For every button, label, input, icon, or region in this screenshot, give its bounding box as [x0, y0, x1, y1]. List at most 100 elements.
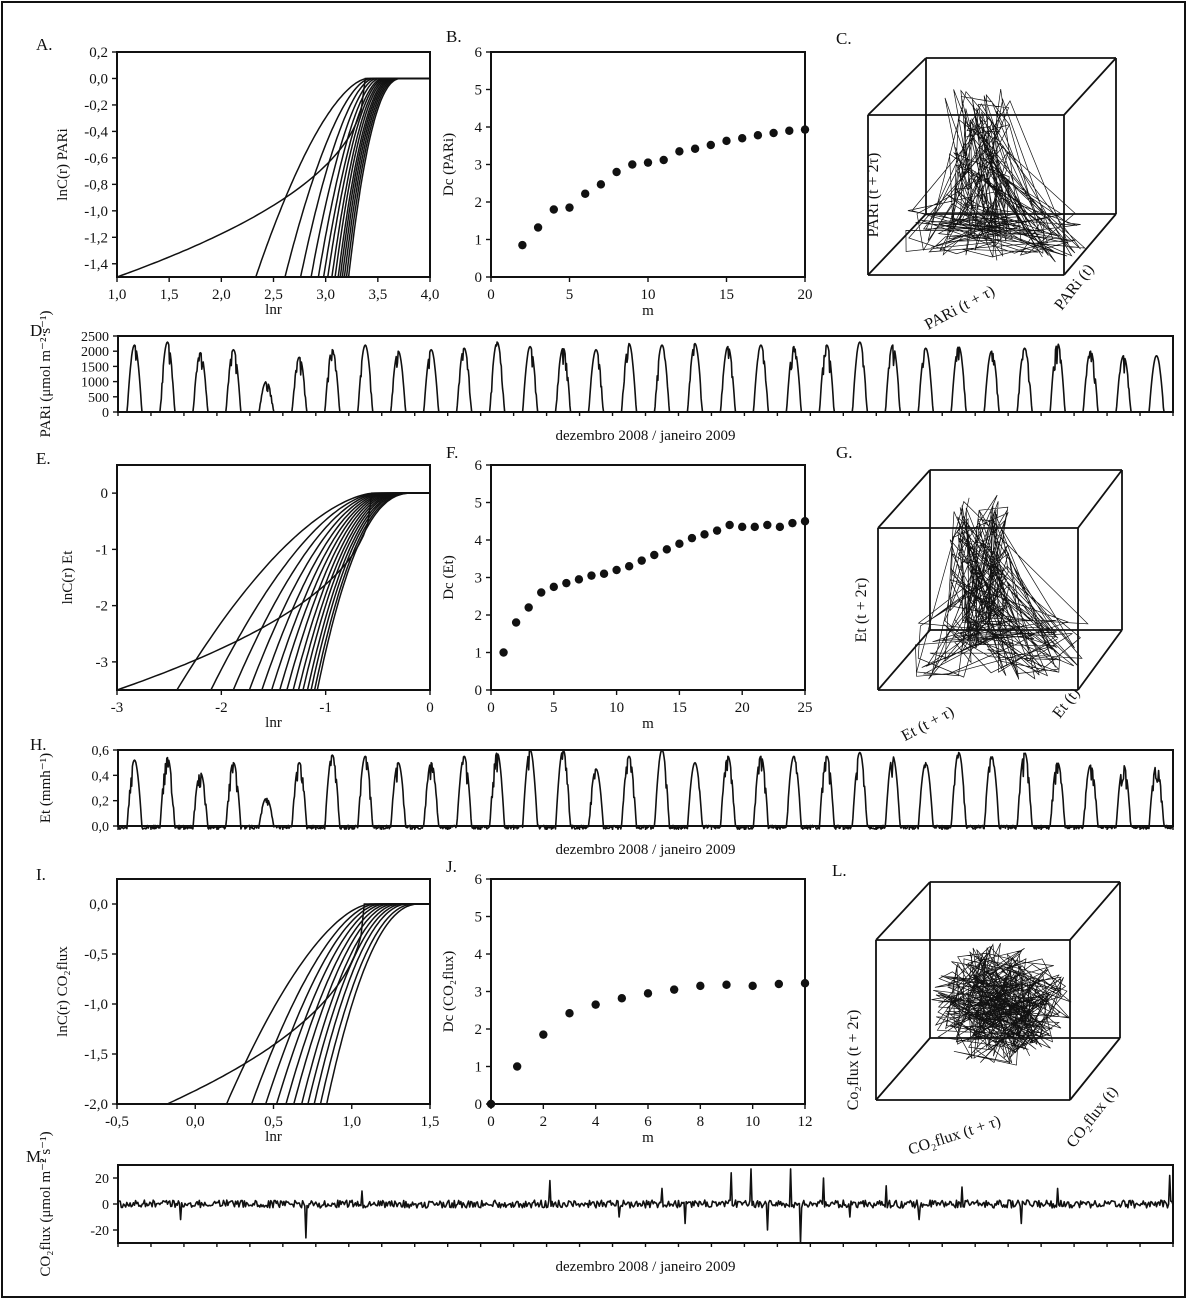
data-point — [591, 1000, 600, 1009]
panel-letter-a: A. — [36, 35, 53, 54]
correlation-curve-m12 — [339, 77, 430, 277]
cube-edge — [1069, 881, 1121, 941]
curves-i — [166, 903, 430, 1104]
curves-e — [117, 492, 430, 690]
panel-letter-g: G. — [836, 443, 853, 462]
x-tick-label: 10 — [641, 287, 656, 303]
x-tick-label: 6 — [644, 1114, 652, 1130]
y-tick-label: 2 — [475, 608, 483, 624]
correlation-curve-m4 — [264, 903, 430, 1104]
plot-frame — [117, 335, 1174, 413]
x-tick-label: 20 — [798, 287, 813, 303]
axis-label-t-plus-tau: Et (t + τ) — [899, 703, 957, 745]
y-tick-label: 0,2 — [92, 795, 110, 810]
data-point — [722, 980, 731, 989]
data-point — [750, 522, 759, 532]
correlation-curve-m3 — [250, 903, 430, 1104]
x-tick-label: 10 — [745, 1114, 760, 1130]
correlation-curve-m2 — [176, 492, 430, 690]
axis-label-t-plus-2tau: Co₂flux (t + 2τ) — [845, 1010, 862, 1111]
axis-label-t-plus-tau: PARi (t + τ) — [922, 283, 998, 334]
data-point — [533, 223, 543, 232]
correlation-curve-m9 — [307, 903, 430, 1104]
x-tick-label: 15 — [719, 287, 734, 303]
data-point — [549, 205, 558, 214]
data-point — [696, 981, 705, 991]
data-point — [788, 518, 797, 528]
y-tick-label: 2000 — [81, 345, 109, 360]
attractor-trajectory — [931, 942, 1072, 1066]
panel-letter-d: D. — [30, 321, 47, 340]
chart-a: 1,0 1,5 2,0 2,5 3,0 3,5 4,0 0,2 0,0 -0,2 -0,4 -0,6 -… — [55, 45, 439, 318]
y-tick-label: 1 — [475, 233, 483, 249]
data-point — [763, 520, 772, 530]
correlation-curve-m5 — [275, 903, 430, 1104]
y-tick-label: -0,5 — [84, 947, 108, 963]
y-tick-label: 0,0 — [89, 71, 108, 87]
plot-frame — [117, 749, 1174, 827]
data-point — [539, 1030, 548, 1039]
x-axis-title: lnr — [265, 302, 282, 318]
correlation-curve-m13 — [341, 77, 430, 277]
x-tick-label: 2 — [540, 1114, 548, 1130]
cube-edge-hidden — [877, 629, 931, 691]
y-tick-label: 0,6 — [92, 744, 110, 759]
correlation-curve-m3 — [284, 77, 430, 277]
y-tick-label: 6 — [475, 872, 483, 888]
y-tick-label: 5 — [475, 83, 483, 99]
data-point — [581, 189, 590, 198]
data-point — [512, 1062, 522, 1071]
correlation-curve-m10 — [313, 903, 430, 1104]
x-axis-title: dezembro 2008 / janeiro 2009 — [556, 1259, 736, 1275]
plot-frame — [490, 464, 806, 691]
x-tick-label: 0 — [487, 287, 495, 303]
time-series-line — [117, 341, 1174, 413]
correlation-curve-m8 — [279, 492, 430, 690]
x-tick-label: -2 — [215, 700, 228, 716]
correlation-curve-m6 — [261, 492, 430, 690]
plot-frame — [116, 464, 431, 691]
y-tick-label: 0,0 — [92, 820, 110, 835]
x-axis-title: dezembro 2008 / janeiro 2009 — [556, 842, 736, 858]
axis-label-t-plus-2tau: Et (t + 2τ) — [853, 578, 870, 643]
y-tick-label: 2 — [475, 1022, 483, 1038]
y-tick-label: 0,0 — [89, 897, 108, 913]
data-point — [738, 134, 747, 143]
plots-layer: 1,0 1,5 2,0 2,5 3,0 3,5 4,0 0,2 0,0 -0,2 -0,4 -0,6 -… — [38, 45, 1174, 1277]
chart-m: 20 0 -20 dezembro 2008 / janeiro 2009 CO₂flu… — [38, 1131, 1174, 1277]
correlation-curve-m14 — [310, 492, 430, 690]
correlation-curve-m8 — [327, 77, 430, 277]
y-tick-label: -1,0 — [84, 997, 108, 1013]
data-point — [562, 578, 571, 588]
x-tick-label: 1,0 — [108, 287, 127, 303]
y-axis-title: Dc (CO₂flux) — [441, 951, 457, 1032]
axis-label-t: CO₂flux (t) — [1063, 1083, 1121, 1151]
x-tick-label: 25 — [798, 700, 813, 716]
correlation-curve-m6 — [317, 77, 430, 277]
y-tick-label: 5 — [475, 496, 483, 512]
y-tick-label: 5 — [475, 910, 483, 926]
correlation-curve-m16 — [316, 492, 430, 690]
correlation-curve-m9 — [331, 77, 430, 277]
correlation-curve-m2 — [225, 903, 430, 1104]
data-point — [643, 158, 653, 167]
chart-c: PARi (t + 2τ) PARi (t + τ) PARi (t) — [865, 57, 1117, 334]
x-tick-label: 1,5 — [160, 287, 179, 303]
axis-label-t: PARi (t) — [1051, 261, 1097, 313]
correlation-curve-m5 — [310, 77, 430, 277]
y-tick-label: 2 — [475, 195, 483, 211]
data-point — [662, 545, 672, 554]
data-point — [643, 989, 653, 998]
x-tick-label: -3 — [111, 700, 124, 716]
chart-h: 0,6 0,4 0,2 0,0 dezembro 2008 / janeiro 2009… — [38, 744, 1174, 858]
correlation-curve-m15 — [345, 77, 430, 277]
y-tick-label: -2 — [96, 599, 109, 615]
panel-letter-f: F. — [446, 443, 458, 462]
data-point — [486, 1099, 496, 1109]
data-point — [712, 526, 722, 535]
chart-l: Co₂flux (t + 2τ) CO₂flux (t + τ) CO₂flux (… — [845, 881, 1122, 1159]
correlation-curve-m7 — [293, 903, 430, 1104]
y-tick-label: 1 — [475, 646, 483, 662]
x-tick-label: 5 — [550, 700, 558, 716]
